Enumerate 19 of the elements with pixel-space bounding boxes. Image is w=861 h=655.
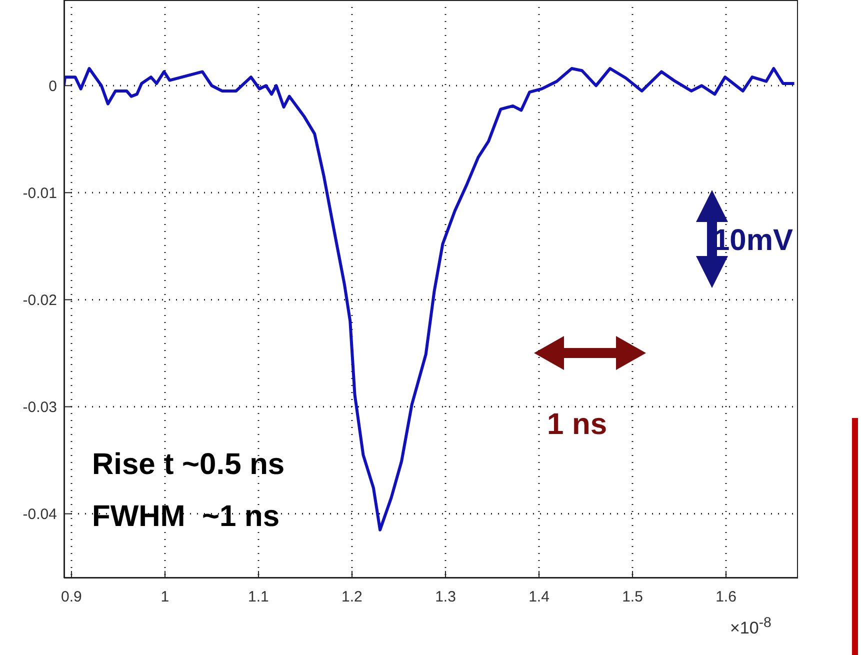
- x-axis-title: ×10$^{-8}$: [730, 615, 772, 639]
- x-tick-label: 1.4: [528, 588, 550, 606]
- x-tick-label: 1.5: [622, 588, 643, 606]
- x-tick-label: 1.6: [716, 588, 736, 606]
- annotation: 10mV: [713, 224, 794, 258]
- y-tick-label: 0: [48, 78, 57, 95]
- y-tick-label: -0.01: [22, 184, 57, 202]
- annotation: FWHM ~1 ns: [92, 500, 280, 534]
- line-series: [64, 67, 796, 532]
- y-tick-label: -0.02: [22, 292, 57, 310]
- x-tick-label: 1.2: [342, 588, 362, 606]
- annotation: Rise t ~0.5 ns: [92, 448, 285, 482]
- x-tick-label: 1.3: [435, 588, 456, 606]
- y-tick-label: -0.03: [22, 399, 57, 416]
- annotation: 1 ns: [547, 408, 608, 442]
- x-tick-label: 1.1: [248, 588, 269, 606]
- x-tick-label: 1: [160, 588, 170, 606]
- y-tick-label: -0.04: [22, 506, 57, 524]
- x-tick-label: 0.9: [61, 588, 82, 606]
